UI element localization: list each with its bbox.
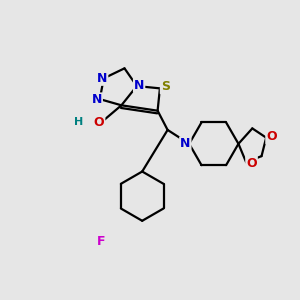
Text: O: O	[246, 157, 257, 169]
Text: F: F	[97, 235, 106, 248]
Text: N: N	[134, 79, 144, 92]
Text: O: O	[266, 130, 277, 143]
Text: N: N	[97, 72, 107, 85]
Text: S: S	[161, 80, 170, 93]
Text: O: O	[94, 116, 104, 129]
Text: N: N	[92, 93, 102, 106]
Text: N: N	[180, 137, 190, 150]
Text: H: H	[74, 117, 83, 127]
